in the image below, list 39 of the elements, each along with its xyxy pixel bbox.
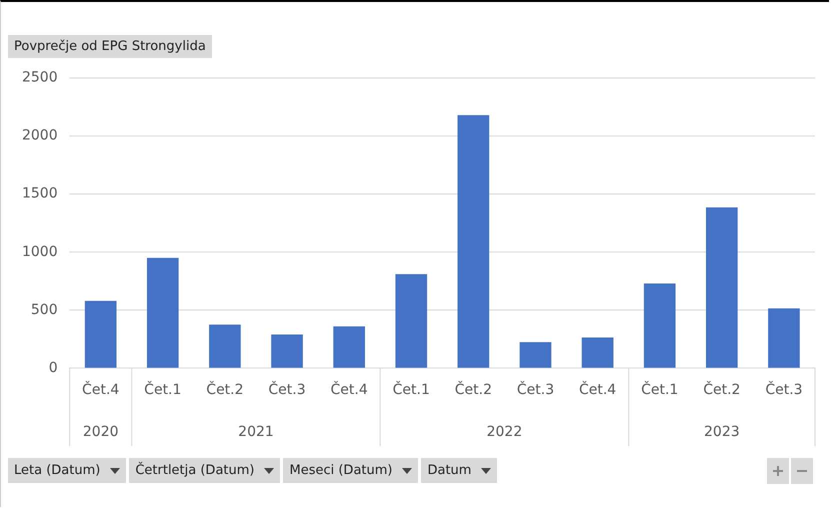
x-tick-label: Čet.1	[144, 381, 182, 398]
x-tick-label: Čet.2	[206, 381, 244, 398]
x-tick-label: Čet.3	[516, 381, 554, 398]
y-tick-label: 500	[30, 302, 58, 318]
x-tick-label: Čet.2	[703, 381, 740, 398]
text: Meseci (Datum)	[289, 463, 392, 478]
x-tick-label: Čet.4	[330, 381, 368, 398]
y-tick-label: 2500	[22, 70, 58, 86]
text: 2021	[238, 424, 274, 440]
chart-title: Povprečje od EPG Strongylida	[8, 35, 212, 58]
bar	[333, 326, 365, 368]
x-tick-label: Čet.3	[765, 381, 803, 398]
bar	[706, 207, 738, 368]
bar	[458, 115, 490, 368]
text: 2023	[704, 424, 740, 440]
x-tick-label: Čet.1	[392, 381, 430, 398]
y-tick-label: 0	[48, 360, 58, 376]
text: 2022	[486, 424, 522, 440]
text: 2020	[82, 424, 119, 440]
x-tick-label: Čet.2	[454, 381, 492, 398]
x-tick-label: Čet.3	[268, 381, 306, 398]
y-tick-label: 1500	[22, 186, 58, 202]
bar	[768, 308, 800, 368]
y-tick-label: 2000	[22, 128, 58, 144]
text: Četrtletja (Datum)	[135, 463, 254, 478]
x-tick-label: Čet.4	[82, 381, 120, 398]
bar	[582, 337, 614, 368]
x-tick-label: Čet.1	[641, 381, 678, 398]
bar	[209, 324, 241, 368]
bar	[395, 274, 428, 368]
text: Leta (Datum)	[14, 463, 100, 478]
text: Datum	[427, 463, 472, 478]
bar	[271, 334, 303, 368]
bar	[146, 258, 179, 368]
y-tick-label: 1000	[22, 244, 58, 260]
bar	[644, 283, 676, 368]
x-tick-label: Čet.4	[578, 381, 616, 398]
bar	[84, 300, 117, 368]
bar	[520, 342, 552, 368]
